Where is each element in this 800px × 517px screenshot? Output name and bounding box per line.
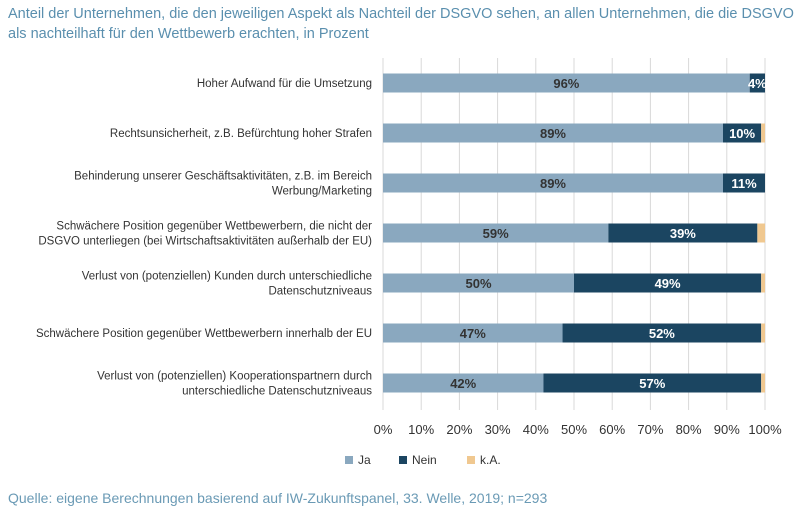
bar-segment-ja [383,123,723,143]
data-label: 47% [460,326,486,341]
x-tick-label: 30% [485,422,511,437]
data-label: 89% [540,176,566,191]
data-label: 96% [553,76,579,91]
x-tick-label: 20% [446,422,472,437]
bar-segment-ka [761,323,765,343]
x-tick-label: 100% [748,422,782,437]
bar-segment-ja [383,273,574,293]
bar-segment-ja [383,73,750,93]
legend-label: Ja [358,453,371,467]
category-label: Datenschutzniveaus [268,286,372,298]
x-tick-label: 50% [561,422,587,437]
bar-segment-ka [761,373,765,393]
x-tick-label: 0% [374,422,393,437]
data-label: 4% [748,76,767,91]
x-tick-label: 90% [714,422,740,437]
legend-swatch [399,456,407,464]
bar-segment-nein [608,223,758,243]
bar-segment-ja [383,373,544,393]
bar-segment-nein [749,73,765,93]
category-label: Behinderung unserer Geschäftsaktivitäten… [74,171,372,183]
category-label: DSGVO unterliegen (bei Wirtschaftsaktivi… [38,236,372,248]
bar-segment-ja [383,323,563,343]
bar-segment-nein [562,323,762,343]
data-label: 50% [465,276,491,291]
data-label: 10% [729,126,755,141]
bar-segment-ja [383,223,609,243]
bar-segment-nein [722,123,762,143]
category-label: Verlust von (potenziellen) Kooperationsp… [97,371,372,383]
x-tick-label: 80% [676,422,702,437]
category-label: Werbung/Marketing [272,186,372,198]
data-label: 39% [670,226,696,241]
bar-segment-ka [761,273,765,293]
category-label: Rechtsunsicherheit, z.B. Befürchtung hoh… [110,128,372,140]
source-note: Quelle: eigene Berechnungen basierend au… [8,490,548,506]
bar-segment-nein [574,273,762,293]
legend-swatch [345,456,353,464]
x-tick-label: 60% [599,422,625,437]
data-label: 52% [649,326,675,341]
legend-label: k.A. [480,453,501,467]
data-label: 89% [540,126,566,141]
bar-segment-ja [383,173,723,193]
category-label: Hoher Aufwand für die Umsetzung [197,78,372,90]
bar-segment-ka [757,223,765,243]
data-label: 59% [483,226,509,241]
legend-label: Nein [412,453,437,467]
x-tick-label: 40% [523,422,549,437]
data-label: 42% [450,376,476,391]
x-tick-label: 10% [408,422,434,437]
bar-segment-ka [761,123,765,143]
chart-title: Anteil der Unternehmen, die den jeweilig… [8,6,794,42]
bar-segment-nein [543,373,762,393]
category-label: Schwächere Position gegenüber Wettbewerb… [36,328,372,340]
legend-swatch [467,456,475,464]
category-label: Schwächere Position gegenüber Wettbewerb… [56,221,372,233]
data-label: 49% [655,276,681,291]
x-tick-label: 70% [637,422,663,437]
bar-segment-nein [722,173,765,193]
category-label: Verlust von (potenziellen) Kunden durch … [82,271,372,283]
category-label: unterschiedliche Datenschutzniveaus [182,386,372,398]
data-label: 11% [731,176,757,191]
data-label: 57% [639,376,665,391]
